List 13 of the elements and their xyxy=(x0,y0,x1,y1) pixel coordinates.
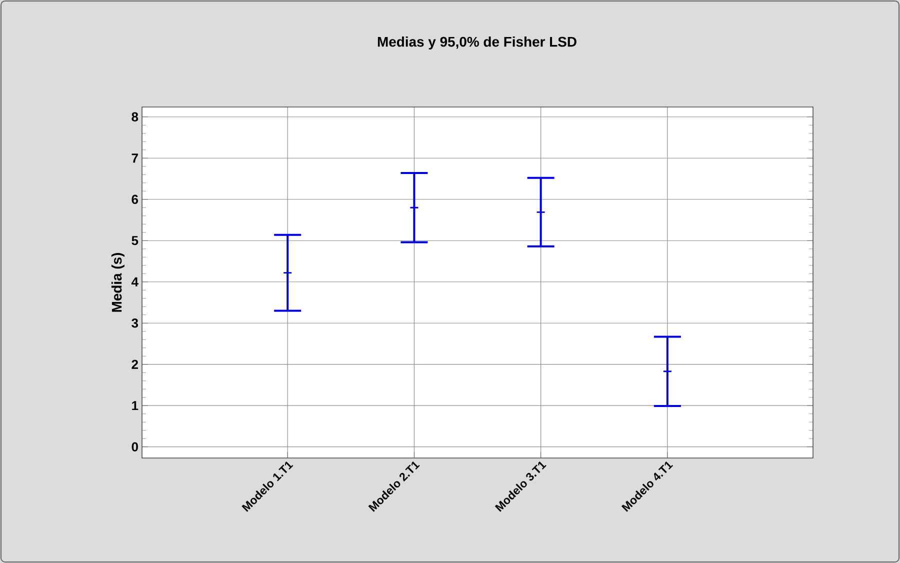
y-tick-label: 8 xyxy=(132,112,138,122)
y-tick-label: 4 xyxy=(131,277,138,286)
point xyxy=(662,366,672,376)
y-tick-label: 3 xyxy=(132,318,138,328)
y-axis-title: Media (s) xyxy=(111,252,124,312)
y-tick-label: 0 xyxy=(132,442,138,452)
y-tick-label: 7 xyxy=(132,154,138,163)
y-tick-label: 2 xyxy=(132,360,138,369)
y-tick-label: 5 xyxy=(132,236,138,246)
chart-title: Medias y 95,0% de Fisher LSD xyxy=(378,36,576,50)
y-tick-label: 1 xyxy=(132,401,138,410)
y-tick-label: 6 xyxy=(132,194,138,204)
point xyxy=(282,268,292,278)
